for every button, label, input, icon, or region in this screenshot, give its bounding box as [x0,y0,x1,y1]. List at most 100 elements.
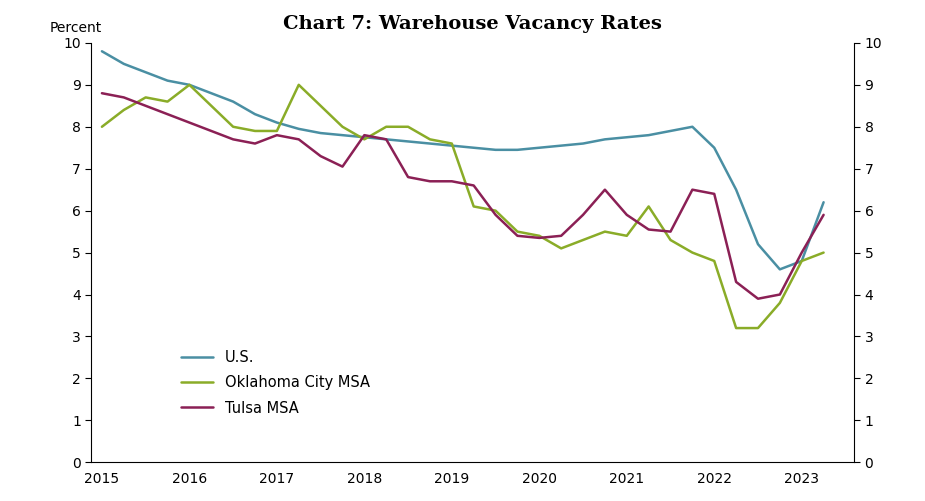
U.S. [337,132,348,138]
Oklahoma City MSA [534,233,545,239]
Oklahoma City MSA [402,124,413,130]
Line: Oklahoma City MSA: Oklahoma City MSA [102,85,823,328]
Tulsa MSA [796,249,808,256]
Tulsa MSA [271,132,282,138]
Oklahoma City MSA [709,258,720,264]
U.S. [446,143,457,149]
Tulsa MSA [205,128,216,134]
Tulsa MSA [774,292,785,298]
U.S. [599,136,610,142]
Oklahoma City MSA [774,300,785,306]
U.S. [796,258,808,264]
Tulsa MSA [643,226,654,232]
Oklahoma City MSA [556,245,567,252]
Oklahoma City MSA [205,103,216,109]
U.S. [425,141,436,147]
Tulsa MSA [184,120,195,126]
U.S. [205,90,216,96]
Tulsa MSA [162,111,173,117]
Tulsa MSA [577,212,588,218]
Oklahoma City MSA [96,124,107,130]
Oklahoma City MSA [512,228,523,234]
Tulsa MSA [425,178,436,184]
Oklahoma City MSA [315,103,327,109]
U.S. [577,141,588,147]
U.S. [228,99,239,105]
Tulsa MSA [556,233,567,239]
U.S. [96,48,107,54]
Oklahoma City MSA [818,249,829,256]
Oklahoma City MSA [643,203,654,209]
U.S. [381,136,392,142]
Tulsa MSA [534,235,545,241]
Oklahoma City MSA [468,203,479,209]
U.S. [118,61,130,67]
Tulsa MSA [337,164,348,170]
Oklahoma City MSA [665,237,676,243]
Tulsa MSA [250,141,261,147]
Line: U.S.: U.S. [102,51,823,270]
U.S. [643,132,654,138]
Tulsa MSA [665,228,676,234]
Text: Percent: Percent [49,21,102,35]
Oklahoma City MSA [577,237,588,243]
U.S. [359,134,370,140]
Oklahoma City MSA [228,124,239,130]
Oklahoma City MSA [731,325,742,331]
Oklahoma City MSA [271,128,282,134]
Tulsa MSA [402,174,413,180]
U.S. [271,120,282,126]
U.S. [774,267,785,273]
U.S. [731,187,742,193]
Oklahoma City MSA [687,249,698,256]
Line: Tulsa MSA: Tulsa MSA [102,93,823,299]
Oklahoma City MSA [359,136,370,142]
U.S. [293,126,304,132]
Tulsa MSA [140,103,151,109]
Tulsa MSA [118,94,130,100]
U.S. [402,138,413,144]
Tulsa MSA [96,90,107,96]
Tulsa MSA [490,212,501,218]
Oklahoma City MSA [250,128,261,134]
U.S. [468,145,479,151]
Tulsa MSA [315,153,327,159]
U.S. [315,130,327,136]
Tulsa MSA [752,296,763,302]
Oklahoma City MSA [490,207,501,213]
U.S. [534,145,545,151]
U.S. [184,82,195,88]
Tulsa MSA [731,279,742,285]
Tulsa MSA [446,178,457,184]
Oklahoma City MSA [796,258,808,264]
Tulsa MSA [709,191,720,197]
Tulsa MSA [228,136,239,142]
Oklahoma City MSA [752,325,763,331]
Oklahoma City MSA [118,107,130,113]
U.S. [556,143,567,149]
Legend: U.S., Oklahoma City MSA, Tulsa MSA: U.S., Oklahoma City MSA, Tulsa MSA [175,344,376,421]
Tulsa MSA [359,132,370,138]
Title: Chart 7: Warehouse Vacancy Rates: Chart 7: Warehouse Vacancy Rates [283,15,662,33]
Oklahoma City MSA [599,228,610,234]
Tulsa MSA [468,182,479,188]
Tulsa MSA [512,233,523,239]
U.S. [687,124,698,130]
U.S. [140,69,151,75]
Tulsa MSA [293,136,304,142]
U.S. [818,199,829,205]
U.S. [512,147,523,153]
U.S. [250,111,261,117]
Oklahoma City MSA [293,82,304,88]
Tulsa MSA [381,136,392,142]
U.S. [752,241,763,247]
U.S. [162,78,173,84]
Oklahoma City MSA [446,141,457,147]
Oklahoma City MSA [622,233,633,239]
U.S. [709,145,720,151]
Oklahoma City MSA [162,99,173,105]
U.S. [490,147,501,153]
Oklahoma City MSA [381,124,392,130]
Oklahoma City MSA [140,94,151,100]
Oklahoma City MSA [184,82,195,88]
